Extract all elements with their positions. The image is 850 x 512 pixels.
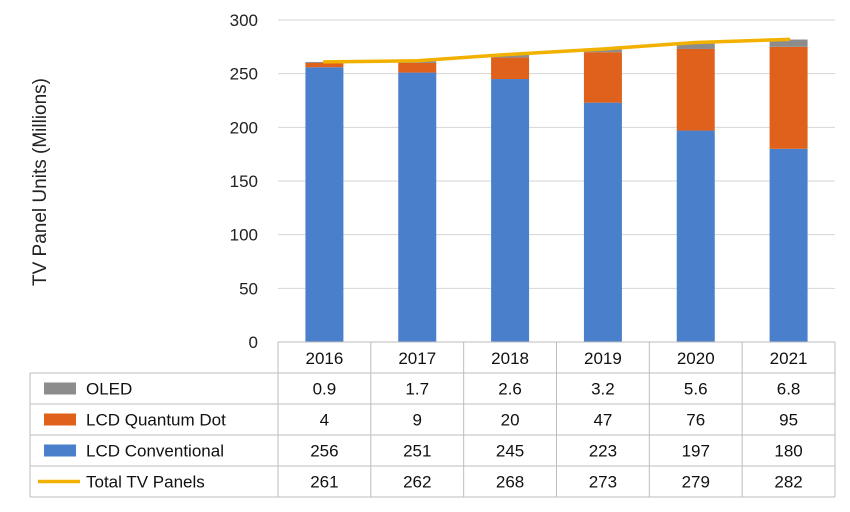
legend-label: LCD Conventional bbox=[86, 442, 224, 461]
y-axis-ticks: 0 50 100 150 200 250 300 bbox=[230, 11, 258, 352]
bar-lcd-conventional bbox=[676, 130, 715, 342]
data-label: 197 bbox=[682, 442, 710, 461]
data-label: 273 bbox=[589, 473, 617, 492]
data-label: 180 bbox=[774, 442, 802, 461]
data-label: 47 bbox=[593, 411, 612, 430]
data-label: 6.8 bbox=[777, 380, 801, 399]
data-label: 282 bbox=[774, 473, 802, 492]
data-label: 261 bbox=[310, 473, 338, 492]
y-tick-label: 100 bbox=[230, 226, 258, 245]
bar-lcd-conventional bbox=[491, 79, 530, 343]
legend-key-swatch bbox=[44, 382, 76, 395]
x-tick-label: 2021 bbox=[770, 349, 808, 368]
y-tick-label: 150 bbox=[230, 172, 258, 191]
y-tick-label: 250 bbox=[230, 65, 258, 84]
bar-lcd-quantum-dot bbox=[769, 46, 808, 149]
y-tick-label: 200 bbox=[230, 118, 258, 137]
data-label: 223 bbox=[589, 442, 617, 461]
bar-lcd-quantum-dot bbox=[398, 62, 437, 73]
x-tick-label: 2016 bbox=[306, 349, 344, 368]
total-line bbox=[322, 37, 791, 64]
x-tick-label: 2017 bbox=[398, 349, 436, 368]
data-label: 9 bbox=[413, 411, 422, 430]
bar-lcd-conventional bbox=[398, 72, 437, 343]
x-tick-label: 2020 bbox=[677, 349, 715, 368]
legend-key-swatch bbox=[44, 444, 76, 457]
bar-oled bbox=[769, 39, 808, 47]
legend-key-swatch bbox=[44, 413, 76, 426]
line-total-tv-panels bbox=[322, 37, 791, 64]
data-label: 1.7 bbox=[405, 380, 429, 399]
bar-lcd-quantum-dot bbox=[676, 48, 715, 131]
data-table: 2016 2017 2018 2019 2020 2021 OLED 0.9 1.7 2.6 3.2… bbox=[29, 341, 836, 498]
bar-lcd-quantum-dot bbox=[305, 62, 344, 68]
gridlines bbox=[278, 19, 835, 343]
legend-label: Total TV Panels bbox=[86, 473, 205, 492]
data-label: 256 bbox=[310, 442, 338, 461]
data-label: 251 bbox=[403, 442, 431, 461]
data-label: 2.6 bbox=[498, 380, 522, 399]
data-label: 95 bbox=[779, 411, 798, 430]
bar-oled bbox=[491, 54, 530, 58]
data-label: 5.6 bbox=[684, 380, 708, 399]
data-label: 245 bbox=[496, 442, 524, 461]
data-label: 0.9 bbox=[313, 380, 337, 399]
bar-lcd-conventional bbox=[769, 148, 808, 342]
data-label: 3.2 bbox=[591, 380, 615, 399]
data-label: 268 bbox=[496, 473, 524, 492]
bars bbox=[305, 39, 808, 343]
data-label: 279 bbox=[682, 473, 710, 492]
legend-label: LCD Quantum Dot bbox=[86, 411, 226, 430]
data-label: 20 bbox=[501, 411, 520, 430]
bar-lcd-conventional bbox=[583, 102, 622, 342]
bar-lcd-quantum-dot bbox=[491, 57, 530, 80]
legend-label: OLED bbox=[86, 380, 132, 399]
bar-oled bbox=[676, 42, 715, 49]
data-label: 76 bbox=[686, 411, 705, 430]
data-label: 262 bbox=[403, 473, 431, 492]
y-axis-label: TV Panel Units (Millions) bbox=[30, 78, 51, 286]
data-label: 4 bbox=[320, 411, 329, 430]
x-tick-label: 2019 bbox=[584, 349, 622, 368]
x-tick-label: 2018 bbox=[491, 349, 529, 368]
bar-lcd-quantum-dot bbox=[583, 52, 622, 103]
bar-lcd-conventional bbox=[305, 67, 344, 342]
y-tick-label: 300 bbox=[230, 11, 258, 30]
y-tick-label: 50 bbox=[239, 279, 258, 298]
y-tick-label: 0 bbox=[249, 333, 258, 352]
